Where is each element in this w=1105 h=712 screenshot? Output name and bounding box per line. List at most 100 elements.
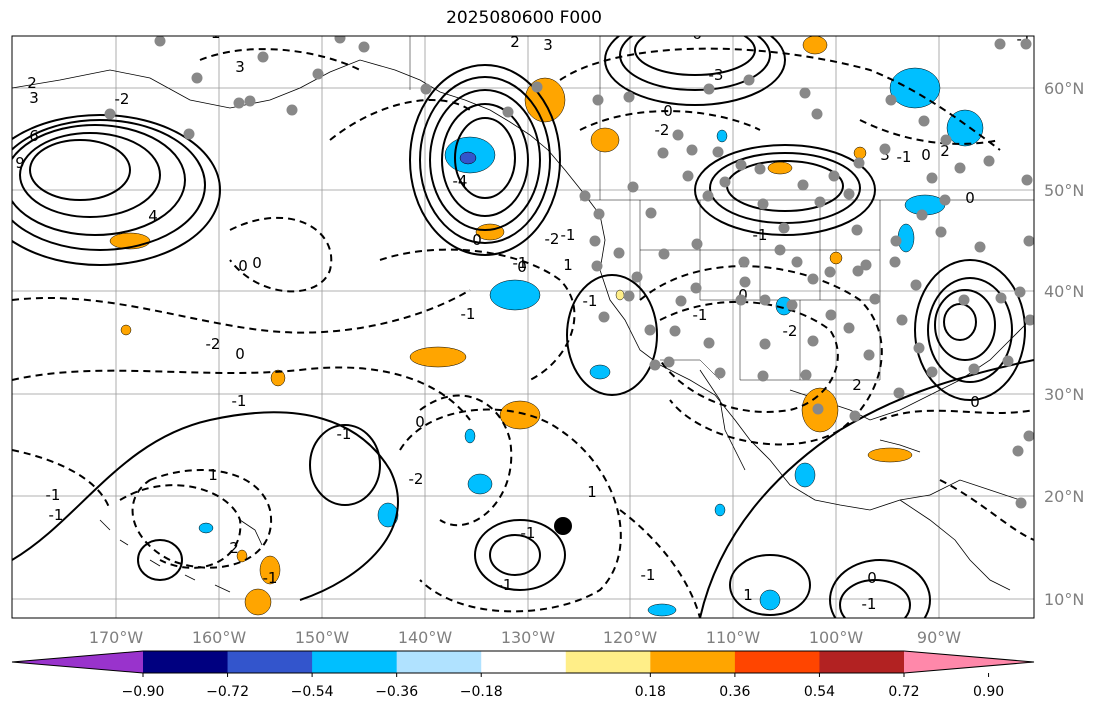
colorbar-segment	[819, 651, 905, 673]
colorbar-segment	[565, 651, 651, 673]
station-marker	[754, 163, 766, 175]
colorbar-tick-label: −0.18	[460, 684, 503, 700]
station-marker	[312, 68, 324, 80]
longitude-label: 110°W	[706, 628, 761, 647]
station-marker	[1021, 174, 1033, 186]
storm-center-marker	[554, 517, 572, 535]
station-marker	[935, 226, 947, 238]
station-marker	[759, 294, 771, 306]
station-marker	[994, 38, 1006, 50]
station-marker	[334, 36, 346, 44]
contour-label: 0	[970, 393, 980, 411]
station-marker	[807, 335, 819, 347]
station-marker	[703, 83, 715, 95]
contour-label: -2	[545, 230, 560, 248]
station-marker	[1012, 445, 1024, 457]
station-marker	[824, 266, 836, 278]
station-marker	[843, 188, 855, 200]
longitude-labels: 170°W 160°W 150°W 140°W 130°W 120°W 110°W 100°W…	[89, 628, 961, 647]
contour-label: 3	[543, 36, 553, 54]
station-marker	[995, 292, 1007, 304]
colorbar-extend-low	[12, 651, 143, 673]
positive-contours	[12, 36, 1034, 618]
station-marker	[712, 146, 724, 158]
longitude-label: 130°W	[501, 628, 556, 647]
contour-label: -1	[693, 306, 708, 324]
contour-label: 2	[229, 539, 239, 557]
colorbar-tick-label: 0.36	[719, 684, 750, 700]
station-marker	[954, 162, 966, 174]
contour-label: 2	[852, 376, 862, 394]
station-marker	[690, 282, 702, 294]
latitude-label: 50°N	[1044, 181, 1084, 200]
station-marker	[672, 129, 684, 141]
station-marker	[649, 359, 661, 371]
station-marker	[926, 366, 938, 378]
station-marker	[869, 293, 881, 305]
colorbar-segment	[481, 651, 567, 673]
colorbar-segment	[143, 651, 229, 673]
longitude-label: 160°W	[192, 628, 247, 647]
station-marker	[420, 83, 432, 95]
contour-label: -2	[783, 322, 798, 340]
station-marker	[191, 72, 203, 84]
map-frame	[11, 35, 1035, 619]
station-marker	[154, 36, 166, 47]
contour-label: -1	[337, 425, 352, 443]
contour-label: -1	[49, 506, 64, 524]
station-marker	[757, 198, 769, 210]
longitude-label: 100°W	[809, 628, 864, 647]
station-marker	[757, 370, 769, 382]
colorbar-tick-label: 0.54	[804, 684, 835, 700]
station-marker	[1014, 286, 1026, 298]
colorbar-tick-label: 0.90	[973, 684, 1004, 700]
station-marker	[627, 181, 639, 193]
station-marker	[890, 235, 902, 247]
station-marker	[1015, 497, 1027, 509]
station-marker	[916, 209, 928, 221]
longitude-label: 140°W	[398, 628, 453, 647]
station-marker	[958, 294, 970, 306]
station-marker	[675, 295, 687, 307]
station-marker	[889, 256, 901, 268]
contour-label: 3	[880, 146, 890, 164]
contour-label: 0	[965, 189, 975, 207]
station-marker	[623, 290, 635, 302]
station-marker	[807, 273, 819, 285]
station-marker	[703, 337, 715, 349]
colorbar-segment	[312, 651, 398, 673]
station-marker	[104, 108, 116, 120]
latitude-label: 40°N	[1044, 282, 1084, 301]
map-title: 2025080600 F000	[446, 8, 602, 28]
station-marker	[714, 367, 726, 379]
contour-label: -1	[897, 148, 912, 166]
station-marker	[719, 176, 731, 188]
contour-label: 0	[921, 146, 931, 164]
station-marker	[739, 276, 751, 288]
colorbar: −0.90 −0.72 −0.54 −0.36 −0.18 0.18 0.36 0.54 0.7…	[11, 650, 1035, 700]
station-marker	[1023, 430, 1034, 442]
station-marker	[814, 196, 826, 208]
station-marker	[853, 157, 865, 169]
station-marker	[1020, 38, 1032, 50]
station-marker	[613, 247, 625, 259]
station-marker	[812, 403, 824, 415]
colorbar-tick-label: −0.72	[206, 684, 249, 700]
station-marker	[800, 369, 812, 381]
station-marker	[1024, 314, 1034, 326]
latitude-label: 20°N	[1044, 487, 1084, 506]
contour-label: -1	[232, 392, 247, 410]
contour-label: -2	[115, 90, 130, 108]
station-marker	[593, 208, 605, 220]
contour-label: -2	[206, 335, 221, 353]
station-marker	[738, 256, 750, 268]
contour-label: 0	[235, 345, 245, 363]
station-marker	[843, 322, 855, 334]
station-marker	[244, 95, 256, 107]
colorbar-tick-label: −0.36	[375, 684, 418, 700]
station-marker	[735, 159, 747, 171]
station-marker	[183, 128, 195, 140]
contour-label: -1	[206, 24, 221, 42]
station-marker	[893, 387, 905, 399]
